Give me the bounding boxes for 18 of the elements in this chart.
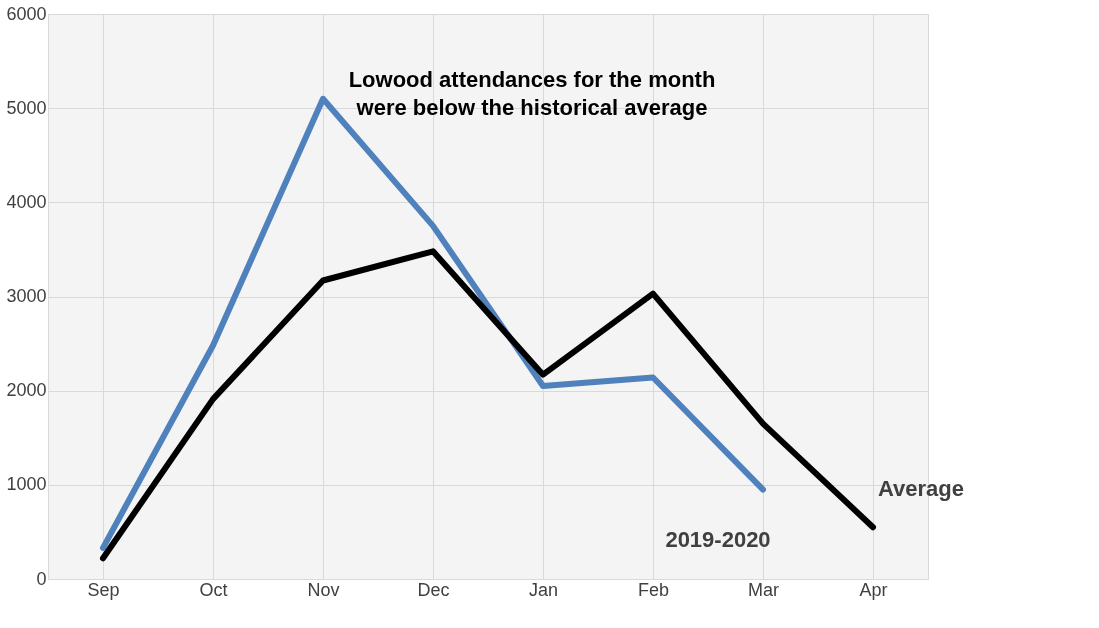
y-tick-label: 6000 — [6, 3, 47, 24]
x-tick-label: Apr — [859, 579, 888, 600]
x-tick-label: Nov — [307, 579, 340, 600]
series-label: Average — [878, 476, 965, 502]
x-tick-label: Sep — [87, 579, 120, 600]
y-tick-label: 0 — [36, 568, 47, 589]
y-tick-label: 5000 — [6, 97, 47, 118]
y-tick-label: 3000 — [6, 286, 47, 306]
x-tick-label: Jan — [528, 579, 559, 600]
x-tick-label: Oct — [199, 579, 228, 600]
x-tick-label: Feb — [637, 579, 670, 600]
x-tick-label: Dec — [417, 579, 450, 600]
annotation: Lowood attendances for the month were below the historical average — [348, 66, 716, 120]
y-tick-label: 1000 — [6, 474, 47, 495]
y-tick-label: 2000 — [6, 380, 47, 401]
y-tick-label: 4000 — [6, 191, 47, 212]
series-label: 2019-2020 — [665, 526, 771, 552]
x-tick-label: Mar — [748, 579, 779, 600]
